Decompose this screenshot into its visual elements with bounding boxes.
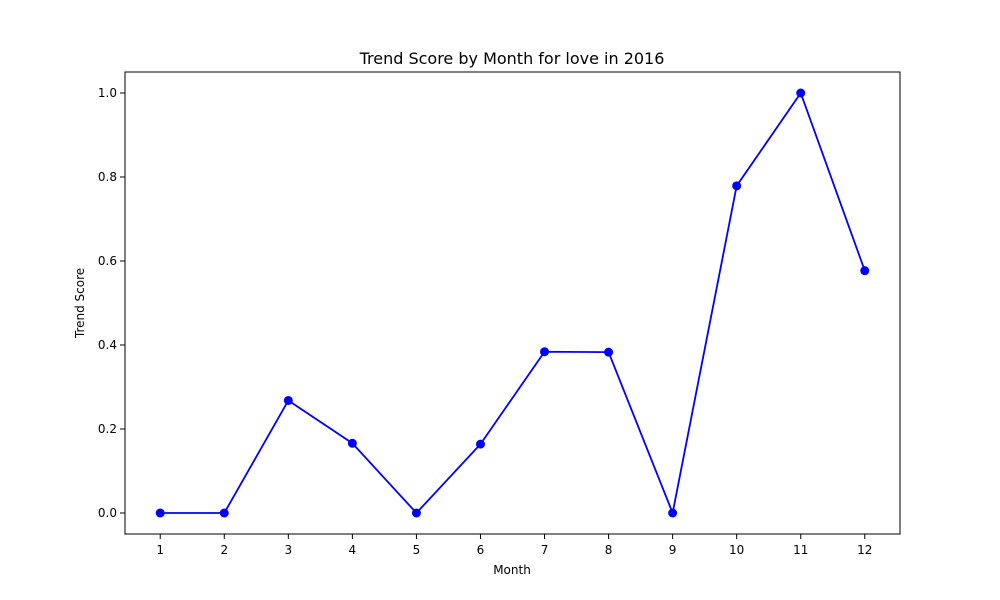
y-tick-label: 0.8 — [98, 170, 117, 184]
x-tick-label: 1 — [156, 543, 164, 557]
chart-title: Trend Score by Month for love in 2016 — [359, 49, 665, 68]
data-point — [411, 508, 421, 518]
x-tick-label: 12 — [857, 543, 872, 557]
plot-area: 1 2 3 4 5 6 7 8 9 10 11 120.00.20.40.60.81.0 — [98, 71, 901, 557]
data-point — [732, 181, 742, 191]
x-tick-label: 6 — [477, 543, 485, 557]
x-tick-label: 5 — [413, 543, 421, 557]
data-point — [219, 508, 229, 518]
y-tick-label: 0.6 — [98, 254, 117, 268]
x-tick-label: 3 — [285, 543, 293, 557]
y-axis-label: Trend Score — [73, 268, 87, 339]
data-point — [283, 395, 293, 405]
y-tick-label: 0.2 — [98, 422, 117, 436]
plot-frame — [124, 71, 901, 535]
y-tick-label: 1.0 — [98, 86, 117, 100]
x-tick-label: 11 — [793, 543, 808, 557]
x-tick-label: 10 — [729, 543, 744, 557]
data-point — [540, 347, 550, 357]
x-tick-label: 9 — [669, 543, 677, 557]
x-tick-label: 4 — [349, 543, 357, 557]
data-point — [604, 347, 614, 357]
data-point — [155, 508, 165, 518]
y-tick-label: 0.4 — [98, 338, 117, 352]
x-axis-label: Month — [493, 563, 531, 577]
y-tick-label: 0.0 — [98, 506, 117, 520]
data-point — [475, 439, 485, 449]
data-point — [668, 508, 678, 518]
x-tick-label: 8 — [605, 543, 613, 557]
data-point — [347, 438, 357, 448]
series-line — [160, 92, 866, 514]
x-tick-label: 2 — [220, 543, 228, 557]
data-point — [860, 266, 870, 276]
data-point — [796, 88, 806, 98]
x-tick-label: 7 — [541, 543, 549, 557]
